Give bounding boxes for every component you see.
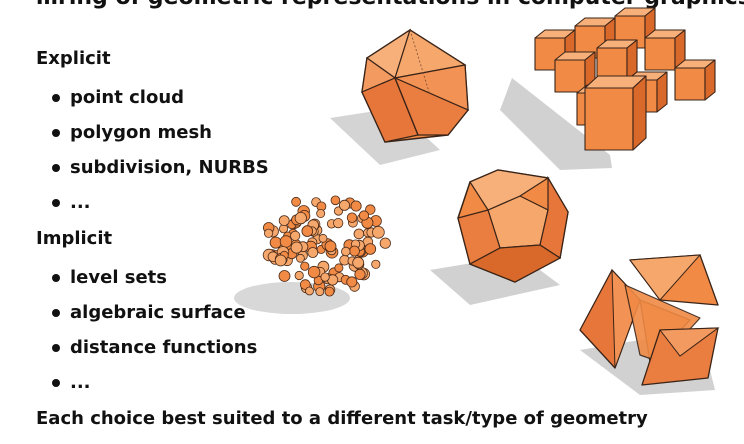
point-cloud-dot xyxy=(278,270,291,282)
point-cloud-dot xyxy=(333,218,344,229)
bullet-icon xyxy=(52,128,60,137)
list-item: distance functions xyxy=(52,330,257,365)
exploded-tetrahedron-illustration xyxy=(579,254,720,395)
list-item: ... xyxy=(52,365,257,400)
point-cloud-dot xyxy=(301,225,314,237)
point-cloud-dot xyxy=(365,204,376,215)
implicit-heading: Implicit xyxy=(36,228,113,249)
point-cloud-dot xyxy=(354,268,366,280)
point-cloud-illustration xyxy=(234,195,391,314)
point-cloud-dot xyxy=(269,236,282,249)
point-cloud-dot xyxy=(278,215,290,227)
bullet-icon xyxy=(52,163,60,172)
list-item: polygon mesh xyxy=(52,115,269,150)
point-cloud-dot xyxy=(371,259,381,269)
point-cloud-dot xyxy=(290,241,303,254)
list-item: algebraic surface xyxy=(52,295,257,330)
point-cloud-dot xyxy=(263,228,274,238)
list-item: point cloud xyxy=(52,80,269,115)
point-cloud-dot xyxy=(291,196,302,207)
point-cloud-dot xyxy=(379,237,391,249)
point-cloud-dot xyxy=(364,243,377,255)
slide-title-cut: …ring of geometric representations in co… xyxy=(36,0,744,10)
point-cloud-dot xyxy=(307,247,319,258)
point-cloud-dot xyxy=(300,261,310,271)
point-cloud-dot xyxy=(350,200,362,212)
point-cloud-dot xyxy=(349,245,360,257)
point-cloud-dot xyxy=(352,256,365,269)
point-cloud-dot xyxy=(358,210,370,221)
point-cloud-dot xyxy=(307,265,321,279)
bullet-icon xyxy=(52,198,60,207)
bullet-icon xyxy=(52,273,60,282)
point-cloud-dot xyxy=(338,199,350,211)
point-cloud-dot xyxy=(316,208,326,218)
bullet-icon xyxy=(52,378,60,387)
bullet-icon xyxy=(52,93,60,102)
point-cloud-dot xyxy=(294,270,304,281)
point-cloud-dot xyxy=(346,276,358,288)
footer-caption: Each choice best suited to a different t… xyxy=(36,408,648,429)
point-cloud-dot xyxy=(274,254,287,267)
explicit-heading: Explicit xyxy=(36,48,111,69)
point-cloud-dot xyxy=(320,272,330,282)
list-item: subdivision, NURBS xyxy=(52,150,269,185)
point-cloud-dot xyxy=(334,263,344,273)
point-cloud-dot xyxy=(372,226,385,239)
explicit-list: point cloud polygon mesh subdivision, NU… xyxy=(52,80,269,220)
point-cloud-dot xyxy=(305,286,314,296)
bullet-icon xyxy=(52,308,60,317)
point-cloud-dot xyxy=(294,212,307,225)
list-item: level sets xyxy=(52,260,257,295)
dodecahedron-illustration xyxy=(430,169,569,305)
point-cloud-dot xyxy=(353,228,365,240)
point-cloud-dot xyxy=(290,230,301,241)
voxel-grid-illustration xyxy=(500,7,716,170)
implicit-list: level sets algebraic surface distance fu… xyxy=(52,260,257,400)
bullet-icon xyxy=(52,343,60,352)
icosahedron-illustration xyxy=(330,28,469,165)
point-cloud-dot xyxy=(315,287,325,297)
point-cloud-dot xyxy=(346,212,358,223)
point-cloud-dot xyxy=(279,235,293,248)
point-cloud-dot xyxy=(330,195,341,206)
point-cloud-dot xyxy=(295,253,305,263)
point-cloud-dot xyxy=(324,240,337,253)
point-cloud-dot xyxy=(318,233,328,243)
list-item: ... xyxy=(52,185,269,220)
point-cloud-dot xyxy=(324,286,335,297)
point-cloud-dot xyxy=(341,246,351,257)
